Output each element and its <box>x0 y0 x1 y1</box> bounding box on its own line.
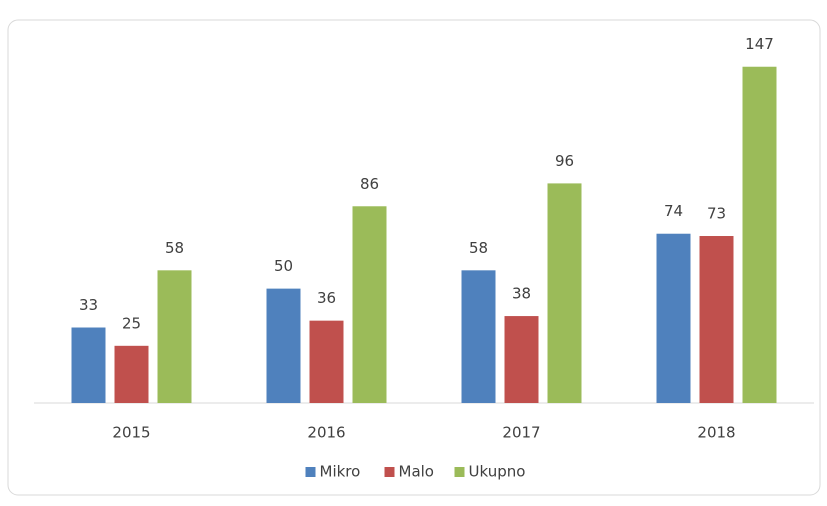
data-label: 38 <box>512 285 531 303</box>
x-tick-label: 2015 <box>112 424 150 442</box>
bar <box>266 288 301 403</box>
bar <box>461 270 496 403</box>
chart-frame <box>7 19 821 496</box>
x-tick-label: 2017 <box>502 424 540 442</box>
x-tick-label: 2016 <box>307 424 345 442</box>
bar <box>71 327 106 403</box>
bar <box>656 233 691 403</box>
data-label: 74 <box>664 202 683 220</box>
data-label: 58 <box>469 239 488 257</box>
legend-swatch <box>454 467 465 477</box>
data-label: 96 <box>555 152 574 170</box>
legend-label: Malo <box>399 463 434 481</box>
bar <box>699 236 734 403</box>
legend-label: Mikro <box>320 463 361 481</box>
bar <box>309 320 344 403</box>
data-label: 86 <box>360 175 379 193</box>
data-label: 33 <box>79 296 98 314</box>
data-label: 147 <box>745 35 774 53</box>
bar <box>352 206 387 403</box>
data-label: 25 <box>122 314 141 332</box>
data-label: 58 <box>165 239 184 257</box>
bar <box>114 345 149 403</box>
bar <box>742 66 777 404</box>
data-label: 73 <box>707 205 726 223</box>
bar <box>157 270 192 403</box>
x-tick-label: 2018 <box>697 424 735 442</box>
legend-swatch <box>384 467 395 477</box>
legend-label: Ukupno <box>469 463 526 481</box>
bar <box>504 316 539 403</box>
data-label: 50 <box>274 257 293 275</box>
bar <box>547 183 582 403</box>
legend-swatch <box>305 467 316 477</box>
data-label: 36 <box>317 289 336 307</box>
